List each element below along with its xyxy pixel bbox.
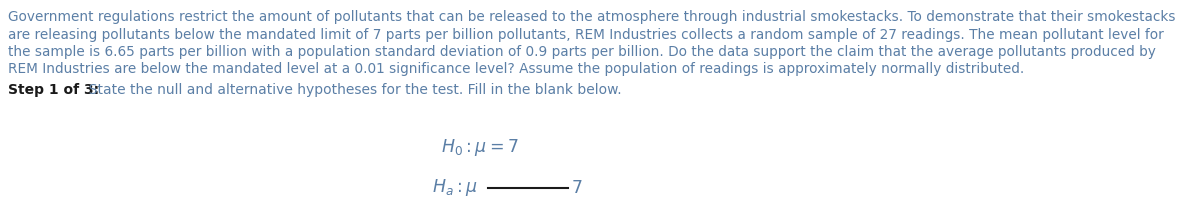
Text: 7: 7 (572, 179, 583, 197)
Text: Step 1 of 3:: Step 1 of 3: (8, 83, 100, 97)
Text: Government regulations restrict the amount of pollutants that can be released to: Government regulations restrict the amou… (8, 10, 1176, 24)
Text: $H_0 : \mu = 7$: $H_0 : \mu = 7$ (442, 138, 518, 158)
Text: $H_a : \mu$: $H_a : \mu$ (432, 177, 478, 199)
Text: State the null and alternative hypotheses for the test. Fill in the blank below.: State the null and alternative hypothese… (80, 83, 622, 97)
Text: the sample is 6.65 parts per billion with a population standard deviation of 0.9: the sample is 6.65 parts per billion wit… (8, 45, 1156, 59)
Text: are releasing pollutants below the mandated limit of 7 parts per billion polluta: are releasing pollutants below the manda… (8, 27, 1164, 42)
Text: REM Industries are below the mandated level at a 0.01 significance level? Assume: REM Industries are below the mandated le… (8, 62, 1025, 76)
